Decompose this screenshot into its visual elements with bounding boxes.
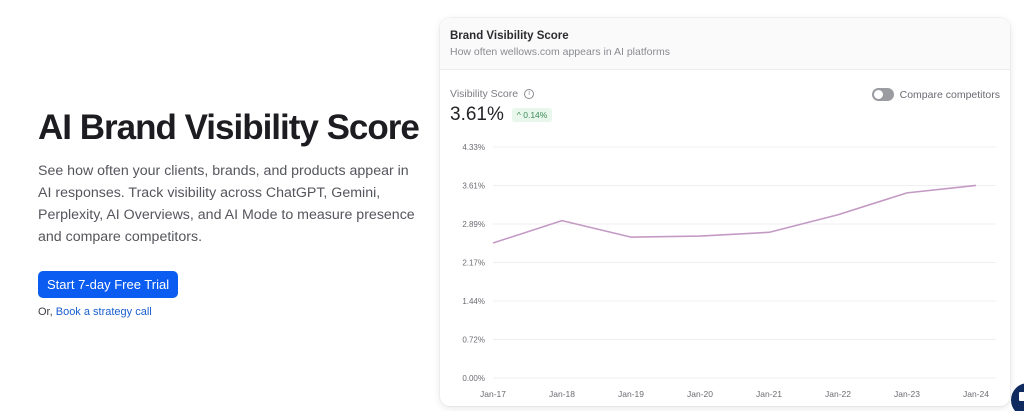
card-title: Brand Visibility Score [450, 30, 569, 42]
start-trial-button[interactable]: Start 7-day Free Trial [38, 271, 179, 298]
x-tick-label: Jan-21 [756, 389, 782, 399]
toggle-label: Compare competitors [899, 88, 1000, 101]
score-value: 3.61% [450, 104, 504, 125]
y-tick-label: 2.89% [462, 220, 485, 229]
x-tick-label: Jan-18 [549, 389, 575, 399]
x-tick-label: Jan-17 [480, 389, 506, 399]
x-tick-label: Jan-24 [963, 389, 989, 399]
chat-widget-button[interactable] [1011, 383, 1024, 411]
y-tick-label: 1.44% [462, 297, 485, 306]
alt-cta: Or, Book a strategy call [38, 306, 428, 318]
x-tick-label: Jan-23 [894, 389, 920, 399]
line-chart: 4.33% 3.61% 2.89% 2.17% 1.44% 0.72% 0.00% Jan-1… [462, 143, 996, 399]
visibility-card: Brand Visibility Score How often wellows… [440, 18, 1010, 406]
x-tick-label: Jan-20 [687, 389, 713, 399]
y-tick-label: 0.00% [462, 374, 485, 383]
series-line [492, 184, 977, 244]
x-tick-label: Jan-19 [618, 389, 644, 399]
book-strategy-call-link[interactable]: Book a strategy call [55, 306, 152, 318]
toggle-switch[interactable] [871, 88, 894, 101]
y-tick-label: 2.17% [462, 259, 485, 268]
metric-label-text: Visibility Score [450, 88, 519, 100]
alt-prefix: Or, [38, 306, 53, 318]
y-tick-label: 3.61% [462, 182, 485, 191]
card-subtitle: How often wellows.com appears in AI plat… [450, 46, 671, 58]
x-tick-label: Jan-22 [825, 389, 851, 399]
compare-competitors-toggle[interactable]: Compare competitors [871, 88, 1000, 101]
hero-description: See how often your clients, brands, and … [38, 163, 415, 245]
page-title: AI Brand Visibility Score [38, 108, 420, 147]
y-tick-label: 0.72% [462, 336, 485, 345]
metric-label: Visibility Score i [450, 88, 535, 100]
metric-value: 3.61% ^ 0.14% [450, 104, 553, 126]
card-header: Brand Visibility Score How often wellows… [440, 18, 1010, 70]
y-tick-label: 4.33% [462, 143, 485, 152]
delta-badge: ^ 0.14% [511, 108, 553, 122]
hero-section: AI Brand Visibility Score See how often … [38, 106, 428, 318]
info-icon[interactable]: i [524, 89, 535, 99]
